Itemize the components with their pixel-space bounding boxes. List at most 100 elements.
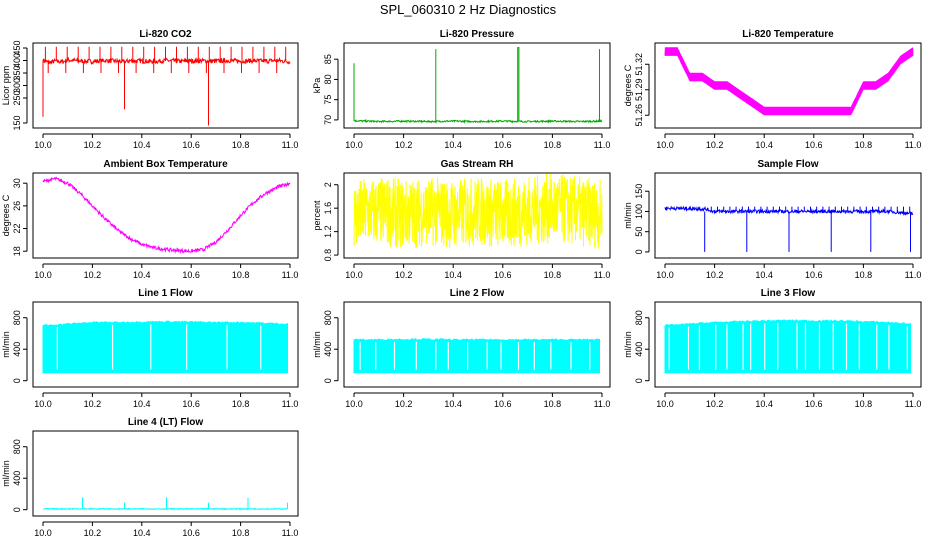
x-tick-label: 10.4 — [755, 270, 773, 280]
y-axis-label: ml/min — [1, 331, 11, 358]
x-tick-label: 10.4 — [755, 399, 773, 409]
x-tick-label: 11.0 — [282, 140, 299, 150]
y-axis-label: ml/min — [623, 202, 633, 229]
y-axis-label: ml/min — [623, 331, 633, 358]
y-tick-label: 51.32 — [634, 53, 644, 76]
y-tick-label: 51.26 — [634, 104, 644, 127]
x-tick-label: 10.2 — [395, 399, 413, 409]
y-tick-label: 51.29 — [634, 78, 644, 101]
panel-title: Line 3 Flow — [761, 288, 816, 299]
x-tick-label: 10.8 — [232, 399, 250, 409]
x-tick-label: 10.6 — [182, 528, 200, 538]
x-tick-label: 10.0 — [656, 140, 674, 150]
data-series-line — [42, 176, 291, 255]
x-tick-label: 10.4 — [133, 140, 151, 150]
data-layer — [353, 47, 603, 124]
panel-4: Gas Stream RH percent 10.0 10.2 10.4 10.6 10.8… — [312, 159, 611, 280]
data-layer — [353, 174, 603, 249]
y-tick-label: 450 — [12, 40, 22, 55]
x-tick-label: 10.6 — [182, 270, 200, 280]
y-tick-label: 50 — [634, 227, 644, 237]
y-axis-label: ml/min — [312, 331, 322, 358]
x-tick-label: 10.2 — [706, 399, 724, 409]
y-tick-label: 100 — [634, 204, 644, 219]
panel-title: Sample Flow — [757, 159, 818, 170]
plot-frame — [343, 301, 611, 388]
x-tick-label: 11.0 — [282, 528, 299, 538]
plot-frame — [32, 172, 299, 259]
x-tick-label: 10.4 — [133, 528, 151, 538]
y-tick-label: 80 — [323, 74, 333, 84]
data-series-line — [353, 47, 603, 124]
x-tick-label: 10.8 — [232, 528, 250, 538]
x-tick-label: 10.0 — [345, 399, 363, 409]
x-tick-label: 10.2 — [706, 270, 724, 280]
y-axis-label: degrees C — [1, 194, 11, 236]
y-tick-label: 70 — [323, 115, 333, 125]
y-tick-label: 800 — [12, 310, 22, 325]
y-tick-label: 30 — [12, 178, 22, 188]
panel-2: Li-820 Temperature degrees C 10.0 10.2 10.4 1… — [623, 29, 922, 150]
x-tick-label: 10.0 — [34, 528, 52, 538]
y-axis-label: kPa — [312, 78, 322, 94]
y-tick-label: 800 — [323, 310, 333, 325]
plot-frame — [343, 172, 611, 259]
panel-title: Li-820 Temperature — [742, 29, 834, 40]
y-tick-label: 400 — [634, 342, 644, 357]
data-layer — [353, 337, 600, 374]
y-tick-label: 800 — [12, 439, 22, 454]
data-layer — [42, 46, 291, 126]
y-tick-label: 75 — [323, 95, 333, 105]
panel-title: Line 4 (LT) Flow — [128, 417, 204, 428]
x-tick-label: 10.8 — [855, 140, 873, 150]
panel-8: Line 3 Flow ml/min 10.0 10.2 10.4 10.6 10.8 11.… — [623, 288, 922, 409]
y-axis-label: percent — [312, 200, 322, 231]
x-tick-label: 10.4 — [444, 399, 462, 409]
x-tick-label: 10.0 — [34, 140, 52, 150]
x-tick-label: 10.6 — [494, 399, 512, 409]
data-series-line — [664, 205, 914, 252]
plot-frame — [343, 42, 611, 129]
data-series-line — [42, 46, 291, 126]
plot-frame — [654, 172, 922, 259]
x-tick-label: 11.0 — [594, 399, 611, 409]
y-tick-label: 150 — [12, 115, 22, 130]
figure-title: SPL_060310 2 Hz Diagnostics — [380, 2, 557, 17]
panel-title: Li-820 CO2 — [139, 29, 192, 40]
data-series-line — [353, 174, 603, 249]
x-tick-label: 10.6 — [182, 399, 200, 409]
panel-0: Li-820 CO2 Licor ppm 10.0 10.2 10.4 10.6 10.8 1… — [1, 29, 299, 150]
panel-9: Line 4 (LT) Flow ml/min 10.0 10.2 10.4 10.6 10… — [1, 417, 299, 538]
x-tick-label: 10.4 — [444, 140, 462, 150]
x-tick-label: 10.6 — [182, 140, 200, 150]
data-layer — [42, 176, 291, 255]
y-tick-label: 26 — [12, 201, 22, 211]
plot-frame — [32, 301, 299, 388]
x-tick-label: 11.0 — [905, 399, 922, 409]
x-tick-label: 11.0 — [594, 270, 611, 280]
y-tick-label: 800 — [634, 310, 644, 325]
y-tick-label: 2 — [323, 182, 333, 187]
data-layer — [664, 319, 911, 374]
plot-frame — [654, 42, 922, 129]
data-layer — [43, 497, 288, 511]
y-tick-label: 400 — [12, 53, 22, 68]
y-tick-label: 250 — [12, 90, 22, 105]
y-tick-label: 1.6 — [323, 202, 333, 215]
plot-frame — [654, 301, 922, 388]
x-tick-label: 11.0 — [594, 140, 611, 150]
y-tick-label: 0 — [634, 378, 644, 383]
y-axis-label: ml/min — [1, 460, 11, 487]
x-tick-label: 10.2 — [84, 140, 102, 150]
y-tick-label: 400 — [12, 342, 22, 357]
x-tick-label: 11.0 — [905, 270, 922, 280]
x-tick-label: 10.2 — [706, 140, 724, 150]
panel-title: Li-820 Pressure — [440, 29, 515, 40]
x-tick-label: 10.8 — [232, 140, 250, 150]
y-tick-label: 1.2 — [323, 225, 333, 238]
panel-5: Sample Flow ml/min 10.0 10.2 10.4 10.6 10.8 11.… — [623, 159, 922, 280]
plot-frame — [32, 430, 299, 517]
x-tick-label: 10.8 — [544, 270, 562, 280]
panel-title: Line 1 Flow — [138, 288, 193, 299]
y-tick-label: 0 — [634, 249, 644, 254]
